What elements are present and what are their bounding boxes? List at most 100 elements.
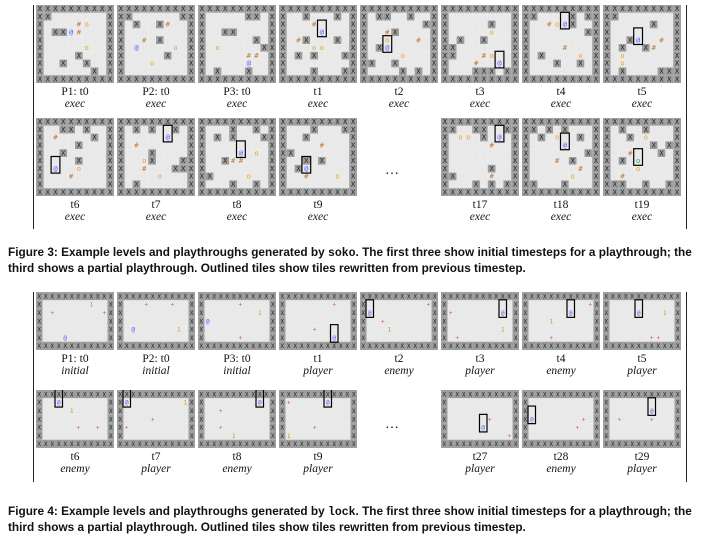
level-tile (467, 316, 474, 326)
level-wall-glyph: X (83, 392, 87, 398)
level-tile (263, 423, 270, 432)
level-tile (213, 5, 222, 13)
level-wall-glyph: X (70, 392, 74, 398)
level-tile (298, 308, 305, 317)
level-wall-glyph: X (652, 140, 657, 149)
level-tile (294, 125, 303, 134)
level-tile (399, 300, 406, 309)
level-wall-glyph: X (190, 401, 194, 407)
level-wall-glyph: X (407, 344, 411, 350)
level-tile (576, 67, 585, 76)
level-tile (448, 28, 457, 37)
level-tile (506, 341, 513, 350)
level-tile (221, 180, 230, 189)
level-wall-glyph: X (108, 74, 113, 83)
level-wall-glyph: X (605, 5, 610, 13)
level-tile (561, 398, 568, 407)
level-wall-glyph: X (38, 59, 43, 68)
level-tile (49, 423, 56, 432)
panel-label: t6 enemy (30, 451, 120, 475)
level-tile (344, 439, 351, 448)
level-wall-glyph: X (53, 5, 58, 13)
level-tile (213, 118, 222, 126)
level-tile (98, 172, 107, 181)
level-tile (537, 5, 546, 13)
level-wall-glyph: X (142, 5, 147, 13)
level-tile (487, 164, 496, 173)
level-tile (375, 51, 384, 60)
level-wall-glyph: X (514, 319, 518, 325)
level-tile (163, 164, 172, 173)
level-tile (237, 316, 244, 326)
panel-mode: exec (469, 211, 491, 223)
level-tile (62, 439, 69, 448)
level-tile (49, 308, 56, 317)
level-tile (90, 75, 99, 83)
level-tile (67, 125, 75, 134)
level-tile (230, 325, 237, 334)
level-grid: X X X X X X X X X XX XX X XX o XX X X XX X XX X # o XX # @ XX X X X X X… (441, 5, 519, 83)
level-tile (198, 325, 205, 334)
level-tile (480, 172, 488, 181)
level-tile (399, 325, 406, 334)
level-tile (618, 172, 627, 181)
level-wall-glyph: X (539, 118, 544, 126)
level-tile (635, 390, 642, 399)
level-tile (634, 188, 642, 196)
level-tile (522, 292, 529, 301)
level-wall-glyph: X (270, 20, 275, 29)
figure-4-left-rule (33, 292, 34, 482)
level-wall-glyph: X (628, 74, 633, 83)
level-tile (325, 59, 334, 68)
level-tile (221, 164, 230, 173)
level-tile (117, 390, 124, 399)
level-tile (156, 125, 164, 134)
level-tile (292, 431, 299, 440)
level-wall-glyph: X (455, 344, 459, 350)
level-tile (574, 414, 581, 424)
level-tile (472, 157, 480, 165)
level-tile (548, 414, 555, 424)
level-tile (68, 398, 75, 407)
level-wall-glyph: X (189, 148, 194, 157)
level-tile (237, 59, 245, 68)
level-tile (310, 180, 318, 189)
level-tile (156, 51, 164, 60)
level-tile (256, 423, 263, 432)
level-wall-glyph: X (127, 187, 132, 196)
level-tile (117, 51, 125, 60)
level-tile (279, 75, 287, 83)
level-tile (580, 398, 587, 407)
level-wall-glyph: X (183, 344, 187, 350)
level-wall-glyph: X (409, 12, 414, 21)
level-tile (90, 51, 99, 60)
level-tile (106, 36, 114, 44)
level-tile (622, 308, 629, 317)
level-tile (149, 292, 156, 301)
panel-timestep: t17 (472, 199, 488, 211)
level-tile (198, 36, 206, 44)
level-tile (198, 333, 205, 342)
level-tile (648, 431, 655, 440)
level-tile (36, 423, 43, 432)
level-wall-glyph: X (119, 118, 124, 126)
figure-4-caption-after: . The first three show initial timesteps… (8, 504, 692, 534)
level-tile (561, 423, 568, 432)
figure-4-panel: X X X X X X X X X X X X X + + X X X X X X @1 X X X X X X X X X X X X X X X P2… (117, 292, 195, 377)
level-wall-glyph: X (166, 118, 171, 126)
level-tile (51, 141, 60, 150)
level-tile (318, 188, 326, 196)
level-wall-glyph: X (505, 74, 510, 83)
level-rewrite-outline (235, 140, 246, 159)
level-tile (506, 414, 513, 424)
level-tile (143, 300, 150, 309)
level-tile (169, 423, 176, 432)
panel-label: t5 exec (597, 86, 687, 110)
level-tile (211, 341, 218, 350)
level-tile (567, 308, 574, 317)
level-grid: X X X X X X X X X XX X X X XX # X XX X XX X XX X XX @ o XX # XX XX X X… (36, 118, 114, 196)
level-wall-glyph: X (134, 179, 139, 188)
level-tile (441, 431, 448, 440)
level-tile (522, 325, 529, 334)
